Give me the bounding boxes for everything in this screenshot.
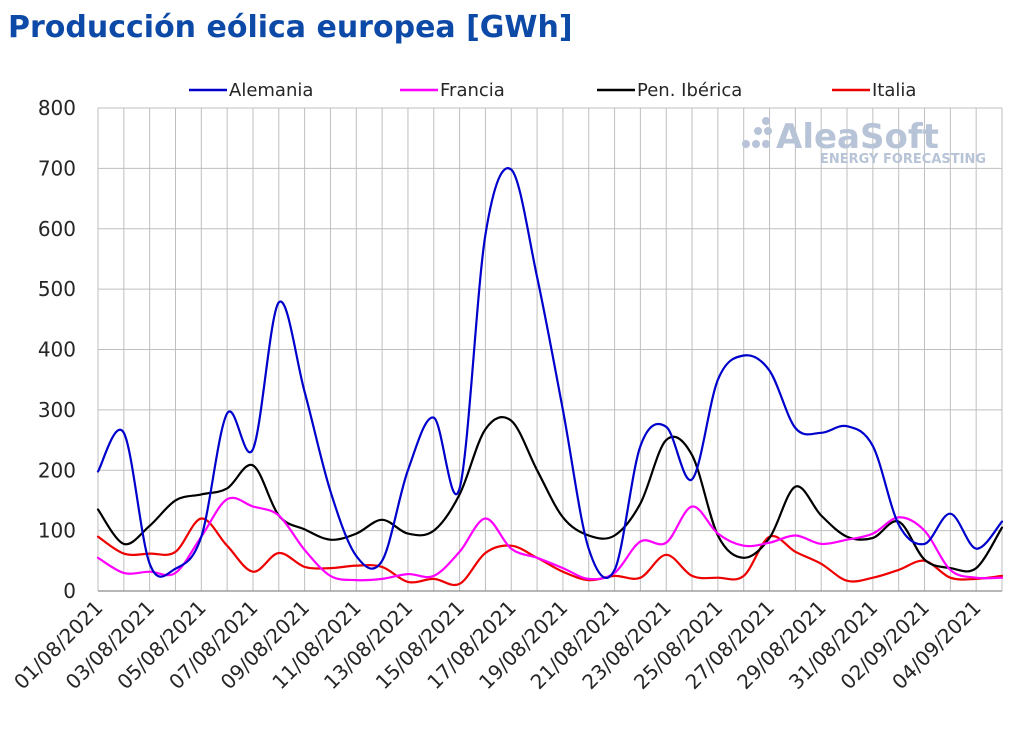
watermark-main: AleaSoft bbox=[776, 117, 939, 157]
legend-label: Pen. Ibérica bbox=[637, 80, 742, 101]
y-tick-label: 100 bbox=[38, 519, 76, 543]
series-line-francia bbox=[96, 496, 1004, 582]
y-tick-label: 0 bbox=[63, 579, 76, 603]
y-tick-label: 200 bbox=[38, 458, 76, 482]
watermark-sub: ENERGY FORECASTING bbox=[820, 152, 986, 167]
legend: Alemania Francia Pen. Ibérica Italia bbox=[189, 80, 916, 101]
y-tick-label: 400 bbox=[38, 338, 76, 362]
chart-title: Producción eólica europea [GWh] bbox=[8, 10, 573, 45]
logo-dots-icon bbox=[742, 117, 772, 148]
aleasoft-logo: AleaSoft ENERGY FORECASTING bbox=[742, 117, 986, 167]
y-tick-label: 800 bbox=[38, 96, 76, 120]
y-tick-label: 500 bbox=[38, 277, 76, 301]
axis-layer: 010020030040050060070080001/08/202103/08… bbox=[9, 96, 1002, 694]
series-line-pen-ib-rica bbox=[96, 416, 1004, 573]
legend-label: Italia bbox=[872, 80, 916, 101]
series-line-italia bbox=[96, 517, 1004, 586]
legend-label: Alemania bbox=[229, 80, 313, 101]
legend-label: Francia bbox=[440, 80, 505, 101]
series-line-alemania bbox=[96, 167, 1004, 579]
y-tick-label: 300 bbox=[38, 398, 76, 422]
grid-layer bbox=[97, 107, 1003, 592]
y-tick-label: 700 bbox=[38, 156, 76, 180]
y-tick-label: 600 bbox=[38, 217, 76, 241]
series-layer bbox=[96, 167, 1004, 586]
